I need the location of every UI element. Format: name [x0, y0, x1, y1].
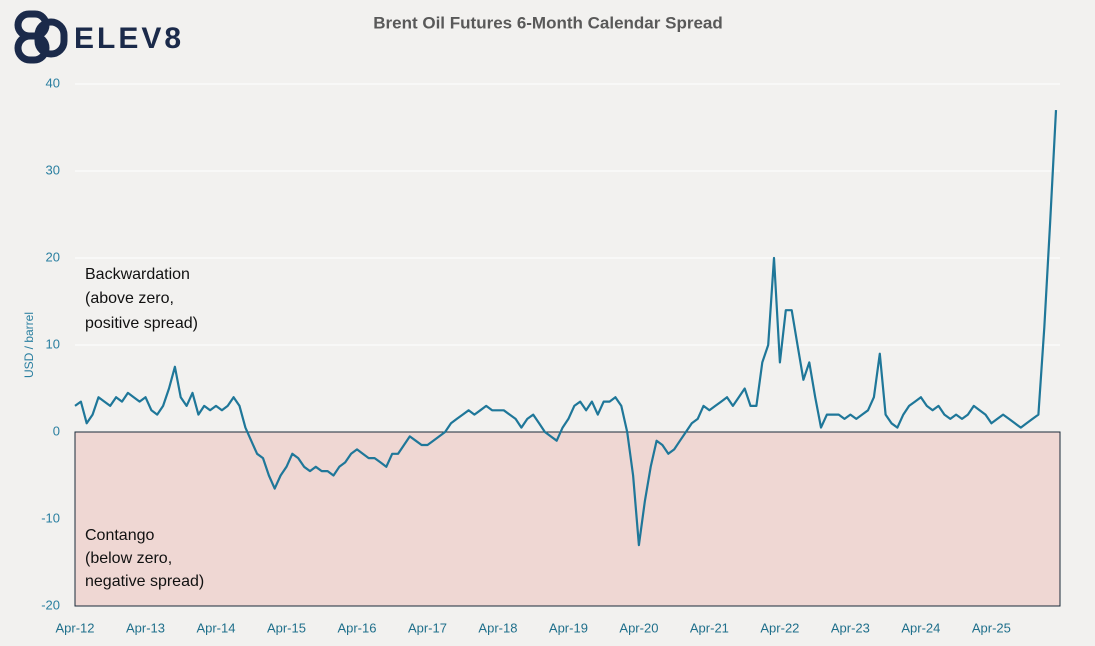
chart-title: Brent Oil Futures 6-Month Calendar Sprea…	[373, 13, 723, 32]
y-tick-label: 0	[53, 423, 60, 438]
x-tick-label: Apr-20	[619, 620, 658, 635]
x-tick-label: Apr-18	[478, 620, 517, 635]
y-axis-label: USD / barrel	[22, 312, 36, 378]
y-tick-label: 30	[46, 162, 60, 177]
x-tick-label: Apr-17	[408, 620, 447, 635]
contango-region	[74, 431, 1061, 607]
annotation: Backwardation	[85, 266, 190, 283]
annotation: positive spread)	[85, 315, 198, 332]
x-tick-label: Apr-25	[972, 620, 1011, 635]
y-tick-label: 40	[46, 75, 60, 90]
y-tick-label: 20	[46, 249, 60, 264]
annotation: (below zero,	[85, 550, 172, 567]
x-tick-label: Apr-23	[831, 620, 870, 635]
x-tick-label: Apr-14	[196, 620, 235, 635]
x-tick-label: Apr-12	[55, 620, 94, 635]
x-tick-label: Apr-13	[126, 620, 165, 635]
x-tick-label: Apr-24	[901, 620, 940, 635]
line	[74, 110, 1058, 547]
annotation: negative spread)	[85, 573, 204, 590]
logo-icon	[14, 10, 68, 64]
y-tick-label: 10	[46, 336, 60, 351]
x-tick-label: Apr-21	[690, 620, 729, 635]
y-tick-label: -20	[41, 597, 60, 612]
x-tick-label: Apr-16	[337, 620, 376, 635]
x-tick-label: Apr-15	[267, 620, 306, 635]
brand: ELEV8	[74, 22, 184, 55]
annotation: Contango	[85, 527, 154, 544]
x-tick-label: Apr-22	[760, 620, 799, 635]
y-tick-label: -10	[41, 510, 60, 525]
annotation: (above zero,	[85, 290, 174, 307]
x-tick-label: Apr-19	[549, 620, 588, 635]
